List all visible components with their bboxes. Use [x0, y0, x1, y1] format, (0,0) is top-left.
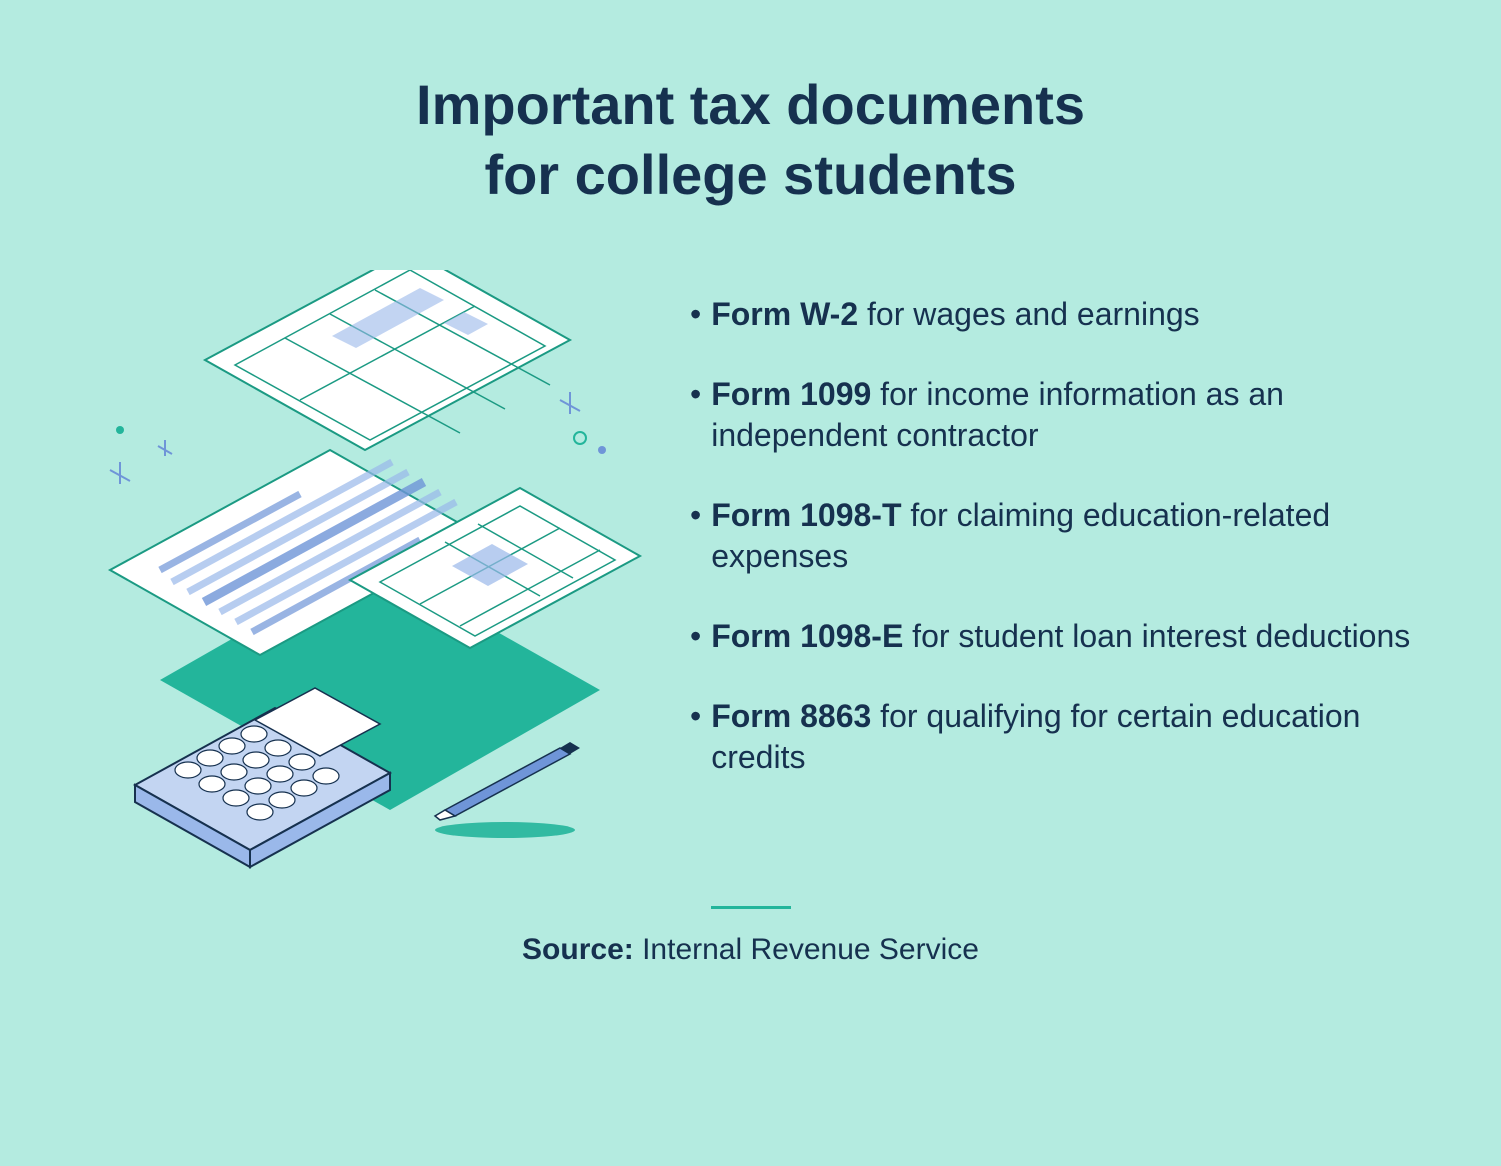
item-text: Form 8863 for qualifying for certain edu…	[711, 696, 1441, 779]
paper-top	[205, 270, 570, 450]
bullet-icon: •	[690, 294, 701, 336]
circle-icon	[574, 432, 586, 444]
source-text: Internal Revenue Service	[634, 933, 979, 966]
item-text: Form 1098-E for student loan interest de…	[711, 616, 1410, 658]
list-item: • Form 1098-E for student loan interest …	[690, 616, 1441, 658]
list-item: • Form 1099 for income information as an…	[690, 374, 1441, 457]
pen-shadow	[435, 822, 575, 838]
dot-icon	[598, 446, 606, 454]
list-item: • Form 8863 for qualifying for certain e…	[690, 696, 1441, 779]
item-bold: Form 1098-E	[711, 618, 903, 654]
bullet-icon: •	[690, 696, 701, 738]
item-bold: Form 1098-T	[711, 497, 901, 533]
cross-icon	[110, 462, 130, 484]
item-rest: for student loan interest deductions	[903, 618, 1410, 654]
list-item: • Form 1098-T for claiming education-rel…	[690, 495, 1441, 578]
title-line-2: for college students	[0, 140, 1501, 210]
source-label: Source:	[522, 933, 634, 966]
item-bold: Form W-2	[711, 296, 858, 332]
title-line-1: Important tax documents	[0, 70, 1501, 140]
item-text: Form W-2 for wages and earnings	[711, 294, 1199, 336]
cross-icon	[560, 392, 580, 414]
bullet-icon: •	[690, 616, 701, 658]
content-area: • Form W-2 for wages and earnings • Form…	[0, 270, 1501, 890]
cross-icon	[158, 440, 172, 456]
page-title: Important tax documents for college stud…	[0, 0, 1501, 210]
source-line: Source: Internal Revenue Service	[0, 933, 1501, 967]
dot-icon	[116, 426, 124, 434]
item-text: Form 1098-T for claiming education-relat…	[711, 495, 1441, 578]
item-bold: Form 8863	[711, 698, 871, 734]
list-item: • Form W-2 for wages and earnings	[690, 294, 1441, 336]
bullet-icon: •	[690, 495, 701, 537]
item-text: Form 1099 for income information as an i…	[711, 374, 1441, 457]
item-rest: for wages and earnings	[858, 296, 1200, 332]
documents-illustration	[40, 270, 680, 890]
bullet-icon: •	[690, 374, 701, 416]
item-bold: Form 1099	[711, 376, 871, 412]
divider-line	[711, 906, 791, 909]
document-list: • Form W-2 for wages and earnings • Form…	[690, 270, 1501, 817]
calculator-icon	[135, 688, 390, 867]
illustration-svg	[40, 270, 680, 890]
